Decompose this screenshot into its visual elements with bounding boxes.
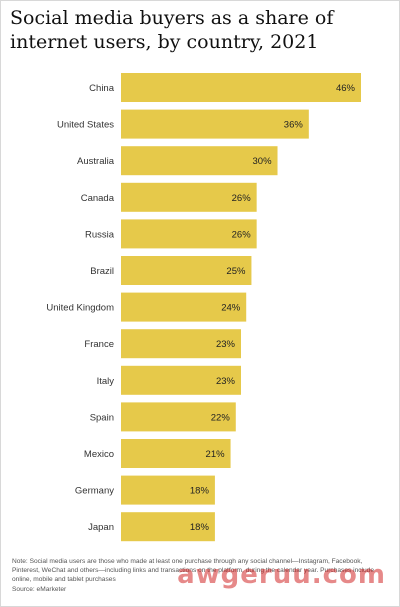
chart-note: Note: Social media users are those who m… xyxy=(12,558,375,583)
category-label: Italy xyxy=(97,376,115,387)
value-label: 24% xyxy=(221,303,241,314)
bar-china xyxy=(121,73,361,102)
value-label: 26% xyxy=(232,229,252,240)
category-label: United States xyxy=(57,120,114,131)
value-label: 36% xyxy=(284,120,304,131)
bar-canada xyxy=(121,182,257,212)
bar-germany xyxy=(121,475,215,505)
chart-source: Source: eMarketer xyxy=(12,586,67,593)
bar-italy xyxy=(121,365,241,395)
value-label: 26% xyxy=(232,193,252,204)
category-label: Australia xyxy=(77,156,115,167)
value-label: 18% xyxy=(190,486,210,497)
bar-france xyxy=(121,329,241,359)
watermark-text: awgeruu.com xyxy=(177,560,386,590)
value-label: 46% xyxy=(336,83,356,94)
category-label: Japan xyxy=(88,522,114,533)
bar-mexico xyxy=(121,439,231,468)
value-label: 22% xyxy=(211,412,231,423)
value-label: 21% xyxy=(206,449,226,460)
bar-japan xyxy=(121,512,215,542)
bar-australia xyxy=(121,146,278,176)
category-label: China xyxy=(89,83,115,94)
chart-title: Social media buyers as a share of intern… xyxy=(10,7,334,53)
value-label: 25% xyxy=(226,266,246,277)
category-label: Canada xyxy=(81,193,115,204)
bar-brazil xyxy=(121,256,252,285)
value-label: 30% xyxy=(253,156,273,167)
category-label: Russia xyxy=(85,229,115,240)
bar-united-kingdom xyxy=(121,292,247,322)
value-label: 23% xyxy=(216,339,236,350)
category-label: Mexico xyxy=(84,449,114,460)
bar-united-states xyxy=(121,109,309,139)
category-label: United Kingdom xyxy=(46,303,114,314)
category-label: Brazil xyxy=(90,266,114,277)
value-label: 18% xyxy=(190,522,210,533)
category-label: France xyxy=(84,339,114,350)
category-label: Germany xyxy=(75,486,114,497)
bar-russia xyxy=(121,219,257,249)
bar-spain xyxy=(121,402,236,432)
value-label: 23% xyxy=(216,376,236,387)
category-label: Spain xyxy=(90,412,114,423)
